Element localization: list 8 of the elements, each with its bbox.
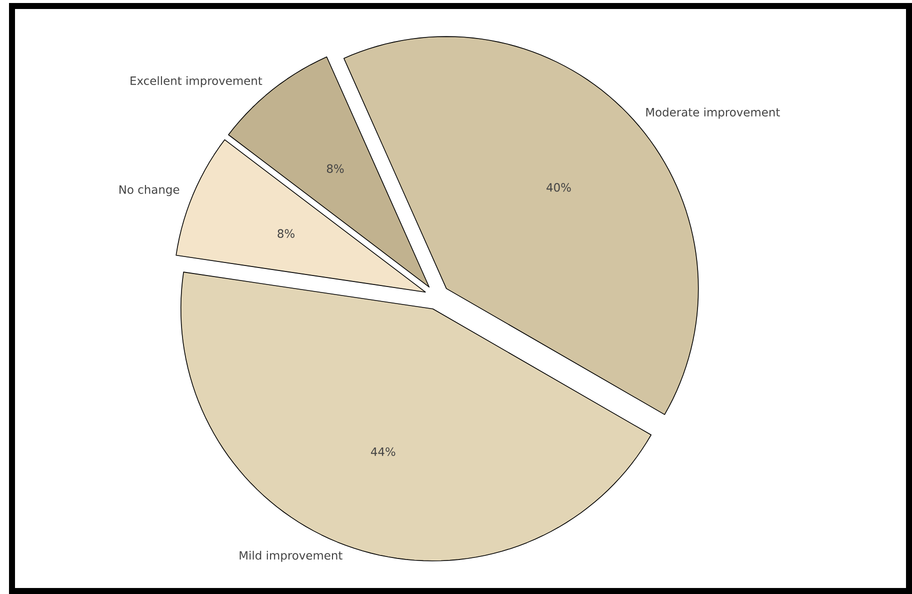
data-label: 8% [326,164,344,173]
slice-label: Moderate improvement [646,108,780,119]
slice-label: Excellent improvement [130,76,262,88]
data-label: 8% [278,229,294,238]
data-label: 44% [370,447,396,456]
slice-label: No change [120,185,180,196]
slice-label: Mild improvement [240,550,342,562]
data-label: 40% [546,183,571,192]
